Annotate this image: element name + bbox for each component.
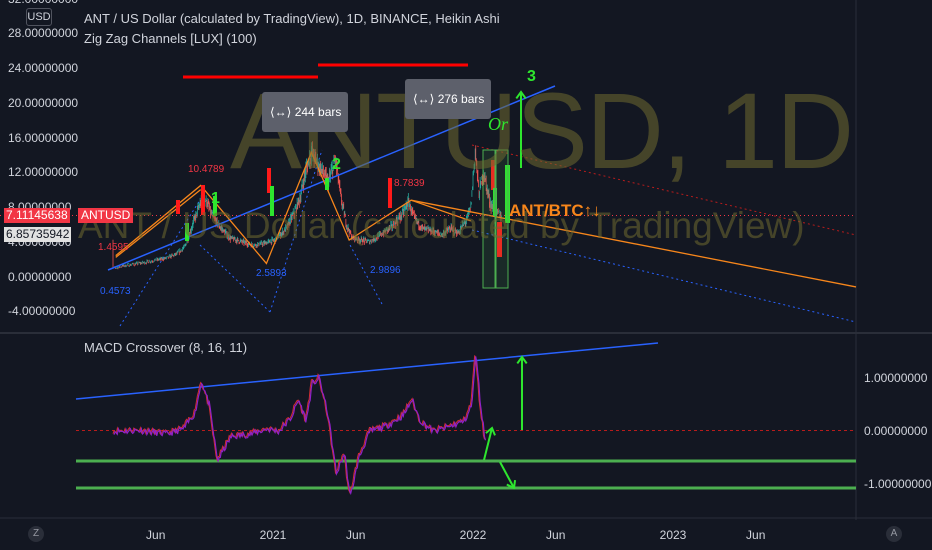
time-tick-label: Jun bbox=[346, 528, 366, 542]
macd-small-up-arrow-head bbox=[485, 426, 496, 436]
sell-signal-bar bbox=[497, 222, 502, 257]
price-up-arrow-head bbox=[515, 90, 527, 100]
chart-title: ANT / US Dollar (calculated by TradingVi… bbox=[84, 11, 500, 26]
zigzag-channel-line bbox=[349, 244, 383, 305]
highlight-box bbox=[482, 149, 496, 289]
currency-badge[interactable]: USD bbox=[26, 8, 52, 26]
wave-2-label: 2 bbox=[332, 156, 341, 173]
macd-legend[interactable]: MACD Crossover (8, 16, 11) bbox=[84, 340, 248, 355]
sell-signal-bar bbox=[176, 200, 180, 214]
antbtc-label: ANT/BTC↑↓ bbox=[509, 201, 601, 220]
time-tick-label: Jun bbox=[146, 528, 166, 542]
price-tick-label: 16.00000000 bbox=[8, 130, 79, 145]
macd-signal-line bbox=[112, 355, 485, 494]
time-tick-label: 2022 bbox=[459, 528, 487, 542]
price-tick-label: 12.00000000 bbox=[8, 165, 79, 180]
channel-upper-line bbox=[471, 144, 857, 236]
symbol-tag: ANTUSD bbox=[78, 208, 134, 223]
zigzag-channel-line bbox=[269, 149, 323, 313]
macd-down-arrow-head bbox=[506, 479, 517, 490]
macd-tick-label: -1.00000000 bbox=[864, 476, 932, 491]
range-box-label: 244 bars bbox=[294, 105, 342, 119]
zigzag-high-label: 10.4789 bbox=[188, 164, 225, 175]
channel-lower-line bbox=[471, 229, 857, 323]
macd-down-arrow-shaft bbox=[499, 461, 515, 489]
indicator-legend[interactable]: Zig Zag Channels [LUX] (100) bbox=[84, 31, 257, 46]
wave-3-label: 3 bbox=[527, 68, 536, 85]
sell-signal-bar bbox=[491, 160, 495, 190]
price-tick-label: 0.00000000 bbox=[8, 269, 72, 284]
macd-small-up-arrow-shaft bbox=[483, 427, 493, 461]
range-box-276[interactable]: ⟨↔⟩ 276 bars bbox=[405, 79, 491, 119]
zoom-button[interactable]: Z bbox=[28, 526, 44, 542]
buy-signal-bar bbox=[213, 196, 217, 216]
highlight-box bbox=[495, 149, 509, 289]
macd-up-arrow-head bbox=[516, 355, 528, 365]
last-price-tag: 7.11145638 bbox=[4, 208, 70, 223]
zigzag-low-label: 0.4573 bbox=[100, 286, 131, 297]
zigzag-leg bbox=[115, 189, 202, 258]
sell-signal-bar bbox=[201, 185, 205, 215]
price-tick-label: 24.00000000 bbox=[8, 61, 79, 75]
auto-scale-button[interactable]: A bbox=[886, 526, 902, 542]
price-tick-label: -4.00000000 bbox=[8, 304, 76, 319]
description-watermark: ANT / US Dollar (calculated by TradingVi… bbox=[78, 205, 805, 246]
zigzag-low-label: 2.9896 bbox=[370, 265, 401, 276]
buy-signal-bar bbox=[325, 178, 329, 190]
prev-close-tag: 6.85735942 bbox=[4, 227, 72, 242]
zigzag-low-label: 2.5893 bbox=[256, 268, 287, 279]
macd-tick-label: 1.00000000 bbox=[864, 370, 928, 385]
buy-signal-bar bbox=[185, 223, 189, 241]
zigzag-high-label: 8.7839 bbox=[394, 178, 425, 189]
time-tick-label: Jun bbox=[546, 528, 566, 542]
or-label: Or bbox=[488, 114, 509, 134]
price-tick-label: 32.00000000 bbox=[8, 0, 78, 6]
macd-tick-label: 0.00000000 bbox=[864, 423, 928, 438]
zigzag-low-label: 1.4595 bbox=[98, 242, 129, 253]
time-tick-label: 2023 bbox=[659, 528, 687, 542]
macd-trendline bbox=[75, 342, 659, 400]
price-tick-label: 28.00000000 bbox=[8, 26, 79, 41]
price-tick-label: 20.00000000 bbox=[8, 95, 79, 110]
time-tick-label: Jun bbox=[746, 528, 766, 542]
range-box-244[interactable]: ⟨↔⟩ 244 bars bbox=[262, 92, 348, 132]
zigzag-channel-line bbox=[199, 244, 271, 313]
sell-signal-bar bbox=[267, 168, 271, 193]
range-box-label: 276 bars bbox=[437, 92, 485, 106]
range-arrows-icon: ⟨↔⟩ bbox=[270, 105, 295, 119]
sell-signal-bar bbox=[388, 178, 392, 208]
buy-signal-bar bbox=[270, 186, 274, 216]
zigzag-projection bbox=[410, 199, 857, 288]
macd-line bbox=[113, 356, 487, 496]
time-tick-label: 2021 bbox=[259, 528, 287, 542]
wave-1-label: 1 bbox=[211, 190, 220, 207]
range-arrows-icon: ⟨↔⟩ bbox=[413, 92, 438, 106]
